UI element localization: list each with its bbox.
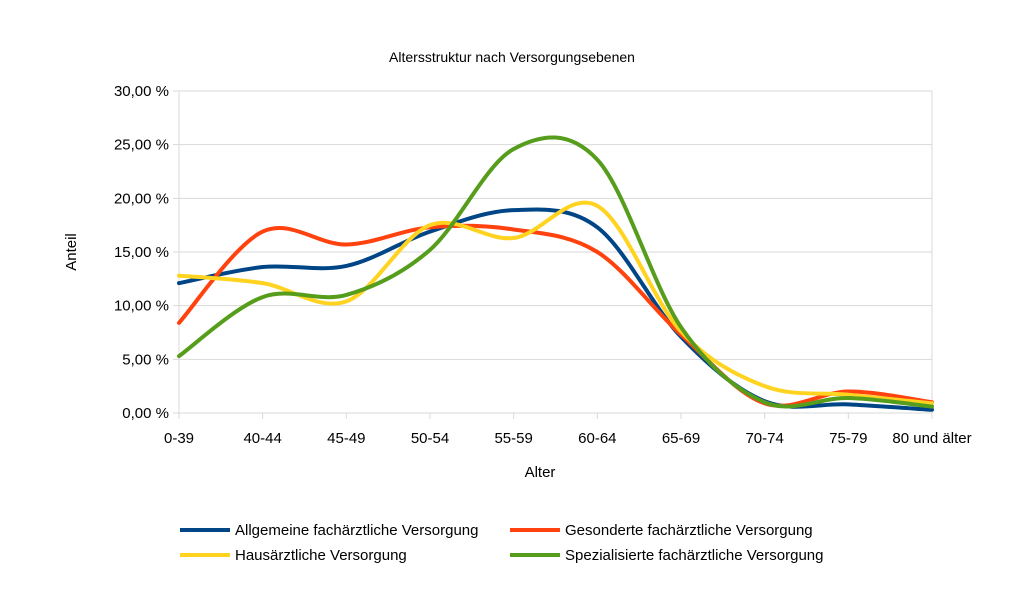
x-tick-label: 50-54 <box>411 430 449 447</box>
x-tick-label: 65-69 <box>662 430 700 447</box>
legend-label: Hausärztliche Versorgung <box>235 547 407 564</box>
y-axis-label: Anteil <box>63 233 80 271</box>
y-tick-label: 5,00 % <box>122 351 169 368</box>
x-tick-label: 60-64 <box>578 430 616 447</box>
chart-title: Altersstruktur nach Versorgungsebenen <box>389 49 635 65</box>
y-tick-label: 20,00 % <box>114 190 169 207</box>
grid <box>173 90 933 419</box>
y-tick-label: 10,00 % <box>114 298 169 315</box>
y-tick-label: 15,00 % <box>114 244 169 261</box>
series-line <box>177 200 934 406</box>
y-tick-label: 0,00 % <box>122 405 169 422</box>
legend-label: Spezialisierte fachärztliche Versorgung <box>565 547 823 564</box>
x-tick-label: 70-74 <box>745 430 783 447</box>
series-line <box>177 207 934 412</box>
legend: Allgemeine fachärztliche Versorgung Geson… <box>180 522 823 564</box>
series-lines <box>177 135 934 412</box>
series-line <box>177 223 934 408</box>
x-tick-label: 0-39 <box>164 430 194 447</box>
series-line <box>177 135 934 409</box>
x-tick-label: 55-59 <box>494 430 532 447</box>
x-axis: 0-39 40-44 45-49 50-54 55-59 60-64 65-69 70-74 7… <box>164 430 972 447</box>
x-tick-label: 45-49 <box>327 430 365 447</box>
legend-label: Gesonderte fachärztliche Versorgung <box>565 522 813 539</box>
x-tick-label: 40-44 <box>243 430 281 447</box>
y-axis: 0,00 % 5,00 % 10,00 % 15,00 % 20,00 % 25,00 %… <box>114 83 169 422</box>
legend-label: Allgemeine fachärztliche Versorgung <box>235 522 478 539</box>
x-axis-label: Alter <box>525 464 556 481</box>
y-tick-label: 25,00 % <box>114 137 169 154</box>
x-tick-label: 80 und älter <box>892 430 971 447</box>
y-tick-label: 30,00 % <box>114 83 169 100</box>
x-tick-label: 75-79 <box>829 430 867 447</box>
